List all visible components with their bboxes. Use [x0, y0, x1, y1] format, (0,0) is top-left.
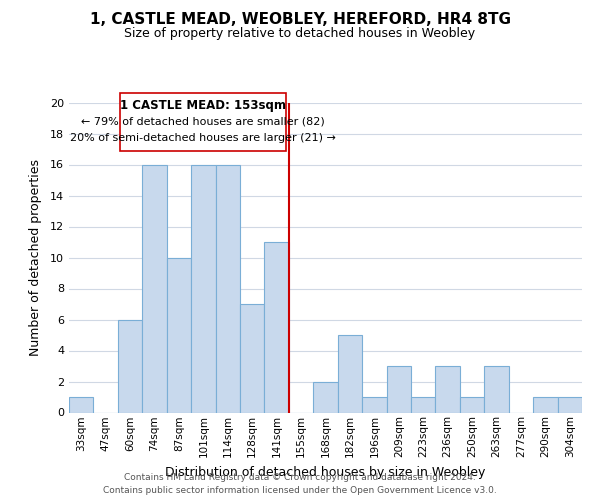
- Text: Contains HM Land Registry data © Crown copyright and database right 2024.: Contains HM Land Registry data © Crown c…: [124, 472, 476, 482]
- Bar: [484, 366, 509, 412]
- Bar: [411, 397, 436, 412]
- Bar: [118, 320, 142, 412]
- Bar: [240, 304, 265, 412]
- Bar: [362, 397, 386, 412]
- Bar: [69, 397, 94, 412]
- Bar: [386, 366, 411, 412]
- Bar: [533, 397, 557, 412]
- Text: 20% of semi-detached houses are larger (21) →: 20% of semi-detached houses are larger (…: [70, 133, 336, 143]
- FancyBboxPatch shape: [120, 93, 286, 150]
- Text: 1 CASTLE MEAD: 153sqm: 1 CASTLE MEAD: 153sqm: [121, 99, 286, 112]
- Bar: [436, 366, 460, 412]
- X-axis label: Distribution of detached houses by size in Weobley: Distribution of detached houses by size …: [166, 466, 485, 478]
- Bar: [557, 397, 582, 412]
- Bar: [142, 164, 167, 412]
- Text: Size of property relative to detached houses in Weobley: Size of property relative to detached ho…: [124, 28, 476, 40]
- Bar: [215, 164, 240, 412]
- Text: ← 79% of detached houses are smaller (82): ← 79% of detached houses are smaller (82…: [82, 117, 325, 127]
- Bar: [460, 397, 484, 412]
- Bar: [191, 164, 215, 412]
- Bar: [265, 242, 289, 412]
- Text: Contains public sector information licensed under the Open Government Licence v3: Contains public sector information licen…: [103, 486, 497, 495]
- Y-axis label: Number of detached properties: Number of detached properties: [29, 159, 41, 356]
- Bar: [167, 258, 191, 412]
- Bar: [313, 382, 338, 412]
- Text: 1, CASTLE MEAD, WEOBLEY, HEREFORD, HR4 8TG: 1, CASTLE MEAD, WEOBLEY, HEREFORD, HR4 8…: [89, 12, 511, 28]
- Bar: [338, 335, 362, 412]
